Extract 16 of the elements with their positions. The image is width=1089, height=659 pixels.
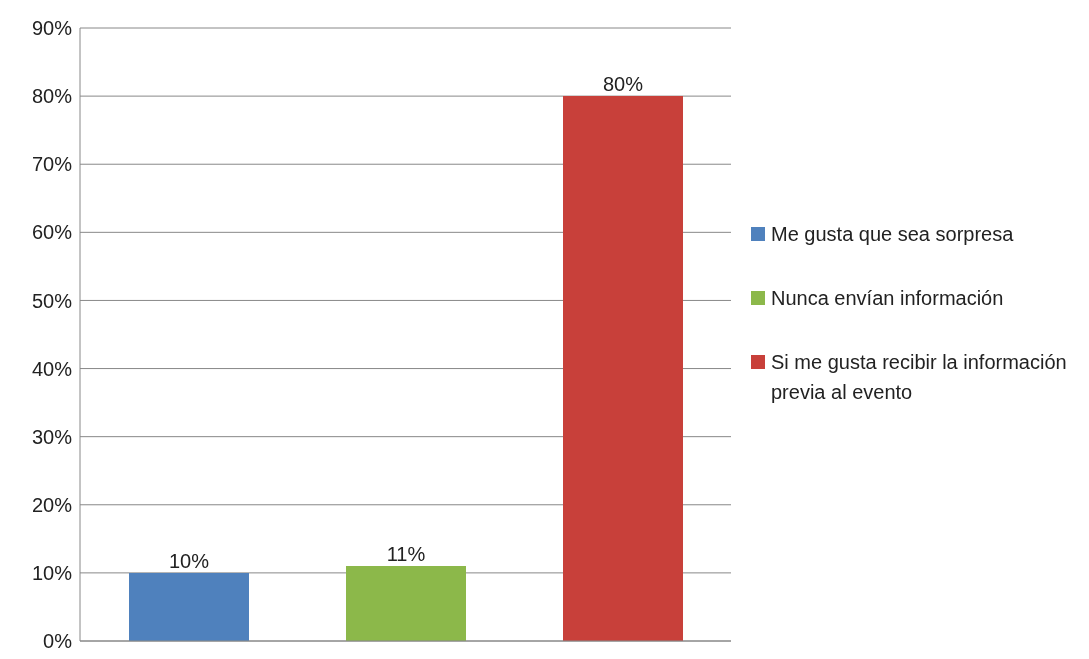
y-tick-label: 30% xyxy=(31,425,73,448)
data-label: 11% xyxy=(386,543,426,566)
y-tick-label: 60% xyxy=(31,221,73,244)
y-tick-label: 40% xyxy=(31,357,73,380)
y-tick-label: 70% xyxy=(31,153,73,176)
y-tick-label: 20% xyxy=(31,493,73,516)
data-label: 10% xyxy=(168,549,210,572)
y-tick-label: 80% xyxy=(31,85,73,108)
y-tick-label: 90% xyxy=(31,17,73,40)
legend-label: Nunca envían información xyxy=(771,285,1004,311)
y-tick-label: 50% xyxy=(31,289,73,312)
legend-label: Me gusta que sea sorpresa xyxy=(771,221,1014,247)
legend-label: Si me gusta recibir la información previa al evento xyxy=(771,349,1068,405)
data-label: 80% xyxy=(602,73,644,96)
y-tick-label: 0% xyxy=(43,630,73,653)
y-tick-label: 10% xyxy=(31,561,73,584)
